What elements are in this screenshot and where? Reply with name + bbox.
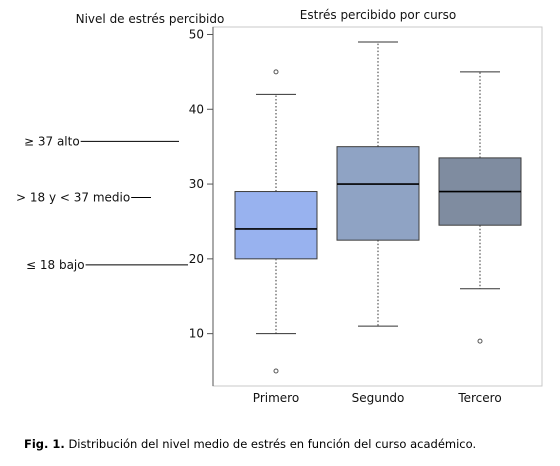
- x-tick-label: Segundo: [352, 391, 405, 405]
- annotation-label: ≤ 18 bajo: [26, 258, 85, 272]
- iqr-box: [234, 191, 318, 260]
- outlier-point: [477, 338, 483, 344]
- outlier-point: [273, 368, 279, 374]
- x-tick-label: Primero: [253, 391, 299, 405]
- chart-title: Estrés percibido por curso: [300, 8, 456, 22]
- x-tick-labels: Primero Segundo Tercero: [253, 391, 502, 405]
- y-tick-label: 20: [189, 252, 204, 266]
- y-axis-label: Nivel de estrés percibido: [76, 12, 225, 26]
- y-tick-label: 40: [189, 102, 204, 116]
- box-tercero: [438, 71, 522, 344]
- figure-caption-label: Fig. 1.: [24, 437, 65, 451]
- box-primero: [234, 69, 318, 374]
- box-segundo: [336, 41, 420, 327]
- y-tick-label: 30: [189, 177, 204, 191]
- y-tick-label: 10: [189, 327, 204, 341]
- stress-level-annotations: ≥ 37 alto > 18 y < 37 medio ≤ 18 bajo: [16, 134, 188, 272]
- boxes: [234, 41, 522, 374]
- y-ticks: 10 20 30 40 50: [189, 27, 213, 341]
- y-tick-label: 50: [189, 27, 204, 41]
- annotation-label: > 18 y < 37 medio: [16, 191, 130, 205]
- figure-caption-text: Distribución del nivel medio de estrés e…: [68, 437, 477, 451]
- x-tick-label: Tercero: [457, 391, 501, 405]
- outlier-point: [273, 69, 279, 75]
- iqr-box: [336, 146, 420, 241]
- annotation-label: ≥ 37 alto: [24, 134, 80, 148]
- figure-caption: Fig. 1. Distribución del nivel medio de …: [24, 437, 476, 451]
